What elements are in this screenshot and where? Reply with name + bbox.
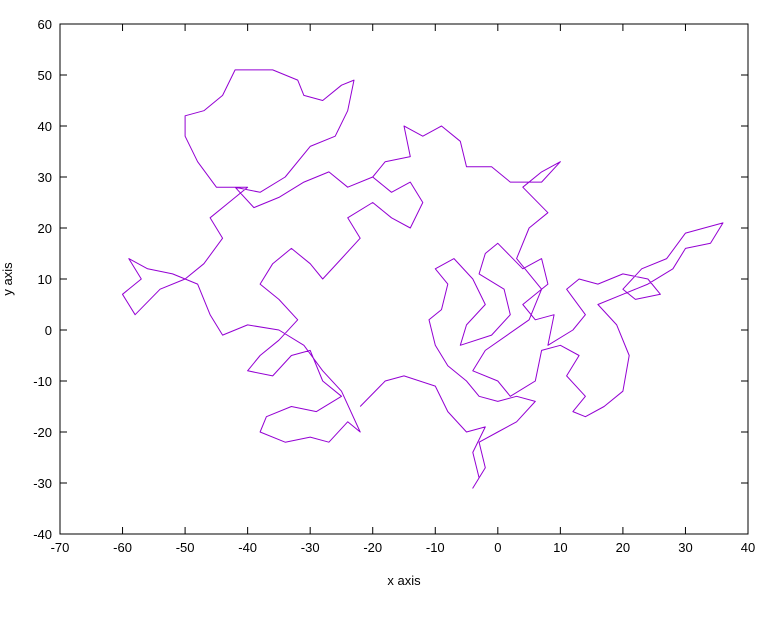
y-axis-label: y axis	[0, 262, 15, 296]
x-tick-label: -50	[176, 540, 195, 555]
x-tick-label: 30	[678, 540, 692, 555]
y-tick-label: 10	[38, 272, 52, 287]
y-tick-label: -40	[33, 527, 52, 542]
x-tick-label: 20	[616, 540, 630, 555]
x-tick-label: 0	[494, 540, 501, 555]
x-axis-label: x axis	[387, 573, 421, 588]
x-tick-label: -70	[51, 540, 70, 555]
y-tick-label: -20	[33, 425, 52, 440]
y-tick-label: 20	[38, 221, 52, 236]
x-tick-label: -40	[238, 540, 257, 555]
x-tick-label: -60	[113, 540, 132, 555]
y-tick-label: -10	[33, 374, 52, 389]
x-tick-label: -30	[301, 540, 320, 555]
y-tick-label: -30	[33, 476, 52, 491]
y-tick-label: 60	[38, 17, 52, 32]
y-tick-label: 30	[38, 170, 52, 185]
x-tick-label: 10	[553, 540, 567, 555]
y-tick-label: 40	[38, 119, 52, 134]
walk-line	[122, 69, 724, 489]
y-tick-label: 0	[45, 323, 52, 338]
plot-frame	[59, 23, 749, 535]
x-tick-label: -10	[426, 540, 445, 555]
x-tick-label: 40	[741, 540, 755, 555]
x-tick-label: -20	[363, 540, 382, 555]
y-tick-label: 50	[38, 68, 52, 83]
